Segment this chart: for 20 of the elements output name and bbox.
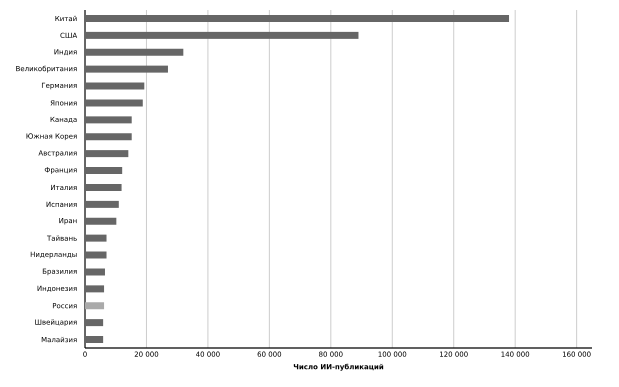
bar — [85, 200, 119, 208]
bar — [85, 66, 168, 73]
bar — [85, 150, 128, 158]
bar — [85, 184, 122, 191]
bar — [85, 336, 104, 344]
bar — [85, 133, 132, 140]
bar — [85, 252, 107, 259]
bar — [85, 167, 122, 174]
bar — [85, 82, 144, 90]
bar — [85, 116, 132, 124]
bar — [85, 285, 104, 292]
bar — [85, 14, 510, 22]
bar — [85, 234, 107, 242]
bar — [85, 319, 104, 326]
bar — [85, 268, 105, 276]
bar — [85, 218, 116, 225]
bar — [85, 302, 104, 310]
bar — [85, 32, 358, 39]
bar — [85, 48, 184, 56]
bar — [85, 99, 143, 106]
